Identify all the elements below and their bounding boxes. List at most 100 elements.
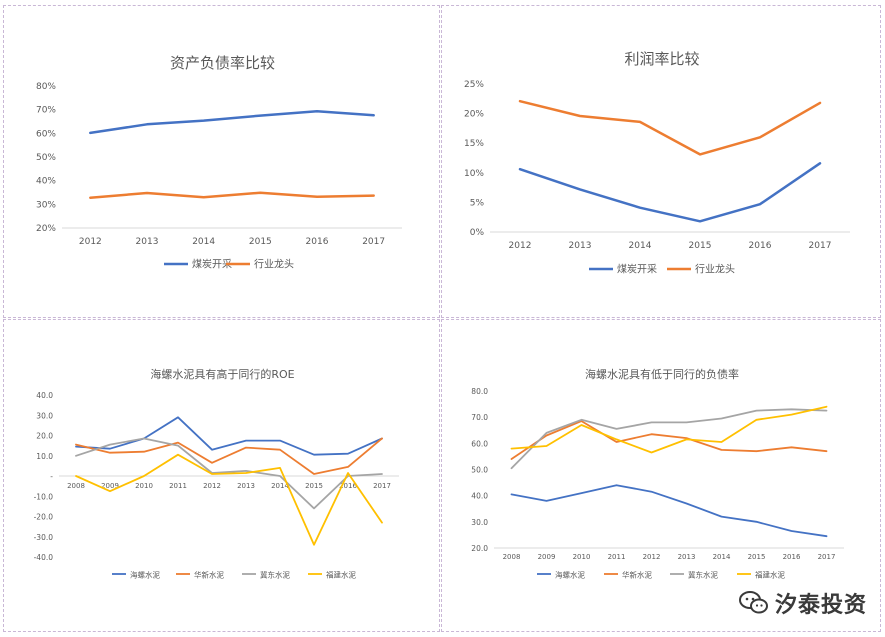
x-tick-label: 2012 xyxy=(203,482,221,490)
series-line-2 xyxy=(75,437,383,475)
watermark-text: 汐泰投资 xyxy=(774,593,867,618)
watermark: 汐泰投资 xyxy=(738,587,867,619)
y-tick-label: 70% xyxy=(36,106,56,116)
chart-panel-profit-margin: 利润率比较 0% 5% 10% 15% 20% 25% 2012 2013 2014 2015 201… xyxy=(441,5,881,318)
legend-label: 冀东水泥 xyxy=(260,570,290,580)
y-tick-label: -40.0 xyxy=(34,553,54,562)
y-tick-label: - xyxy=(50,472,53,481)
y-tick-label: 25% xyxy=(464,80,484,90)
x-tick-label: 2015 xyxy=(305,482,323,490)
y-tick-label: 70.0 xyxy=(471,413,488,422)
x-tick-label: 2016 xyxy=(749,241,772,251)
x-tick-label: 2011 xyxy=(169,482,187,490)
series-line-2 xyxy=(510,420,828,460)
y-tick-label: 40.0 xyxy=(471,492,488,501)
wechat-icon xyxy=(738,591,768,614)
x-tick-label: 2014 xyxy=(713,553,731,561)
chart-svg-roe: 海螺水泥具有高于同行的ROE-40.0-30.0-20.0-10.0-10.02… xyxy=(34,367,399,580)
chart-svg-cement-debt: 海螺水泥具有低于同行的负债率 20.0 30.0 40.0 50.0 60.0 70.0 80… xyxy=(471,367,844,580)
y-tick-label: 20.0 xyxy=(471,544,488,553)
y-tick-label: 15% xyxy=(464,139,484,149)
series-line-1 xyxy=(518,162,822,223)
x-tick-label: 2017 xyxy=(362,237,385,247)
x-tick-label: 2016 xyxy=(306,237,329,247)
y-tick-label: 20% xyxy=(464,110,484,120)
y-tick-label: 60% xyxy=(36,129,56,139)
x-tick-label: 2008 xyxy=(67,482,85,490)
x-tick-label: 2014 xyxy=(192,237,215,247)
x-tick-label: 2017 xyxy=(809,241,832,251)
y-tick-label: 10.0 xyxy=(36,452,53,461)
series-line-3 xyxy=(75,437,383,510)
x-tick-label: 2009 xyxy=(101,482,119,490)
x-tick-label: 2013 xyxy=(237,482,255,490)
x-tick-label: 2013 xyxy=(136,237,159,247)
chart-title: 海螺水泥具有高于同行的ROE xyxy=(150,367,294,381)
legend-label: 行业龙头 xyxy=(254,258,294,271)
legend-label: 海螺水泥 xyxy=(555,570,585,580)
legend-label: 福建水泥 xyxy=(755,570,785,580)
y-tick-label: 5% xyxy=(470,198,485,208)
legend-label: 冀东水泥 xyxy=(688,570,718,580)
x-tick-label: 2017 xyxy=(373,482,391,490)
y-tick-label: 80.0 xyxy=(471,387,488,396)
series-line-2 xyxy=(89,191,375,199)
y-tick-label: 80% xyxy=(36,82,56,92)
y-tick-label: 20% xyxy=(36,224,56,234)
legend-label: 煤炭开采 xyxy=(192,258,232,271)
x-tick-label: 2015 xyxy=(748,553,766,561)
y-tick-label: 20.0 xyxy=(36,432,53,441)
x-tick-label: 2014 xyxy=(629,241,652,251)
series-line-4 xyxy=(510,405,828,454)
legend-label: 福建水泥 xyxy=(326,570,356,580)
series-line-2 xyxy=(518,99,822,156)
chart-title: 利润率比较 xyxy=(624,50,699,68)
series-line-1 xyxy=(510,484,828,538)
y-tick-label: -30.0 xyxy=(34,533,54,542)
x-tick-label: 2013 xyxy=(678,553,696,561)
y-tick-label: 40% xyxy=(36,177,56,187)
x-tick-label: 2015 xyxy=(249,237,272,247)
legend-label: 煤炭开采 xyxy=(617,263,657,276)
x-tick-label: 2009 xyxy=(538,553,556,561)
y-tick-label: 50% xyxy=(36,153,56,163)
chart-panel-roe: 海螺水泥具有高于同行的ROE -40.0 -30.0 -20.0 -10.0-10.0 2… xyxy=(3,319,440,632)
x-tick-label: 2016 xyxy=(783,553,801,561)
legend-label: 华新水泥 xyxy=(194,570,224,580)
legend-label: 华新水泥 xyxy=(622,570,652,580)
chart-panel-debt-ratio: 资产负债率比较 20% 30% 40% 50% 60% 70% 80% 2012 2013 2014… xyxy=(3,5,440,318)
y-tick-label: 30.0 xyxy=(36,411,53,420)
x-tick-label: 2017 xyxy=(818,553,836,561)
x-tick-label: 2008 xyxy=(503,553,521,561)
chart-title: 资产负债率比较 xyxy=(170,54,275,72)
x-tick-label: 2015 xyxy=(689,241,712,251)
series-line-1 xyxy=(75,416,383,456)
y-tick-label: -10.0 xyxy=(34,492,54,501)
x-tick-label: 2012 xyxy=(79,237,102,247)
chart-panel-cement-debt: 海螺水泥具有低于同行的负债率 20.0 30.0 40.0 50.0 60.0 70.0 80… xyxy=(441,319,881,632)
x-tick-label: 2014 xyxy=(271,482,289,490)
x-tick-label: 2016 xyxy=(339,482,357,490)
series-line-1 xyxy=(89,110,375,135)
y-tick-label: 30.0 xyxy=(471,518,488,527)
x-tick-label: 2012 xyxy=(643,553,661,561)
x-tick-label: 2011 xyxy=(608,553,626,561)
legend-label: 行业龙头 xyxy=(695,263,735,276)
y-tick-label: 40.0 xyxy=(36,391,53,400)
x-tick-label: 2010 xyxy=(573,553,591,561)
chart-title: 海螺水泥具有低于同行的负债率 xyxy=(585,367,739,381)
y-tick-label: 0% xyxy=(470,228,485,238)
series-line-3 xyxy=(510,408,828,470)
y-tick-label: 10% xyxy=(464,169,484,179)
x-tick-label: 2010 xyxy=(135,482,153,490)
chart-svg-profit-margin: 利润率比较 0% 5% 10% 15% 20% 25% 2012 2013 2014 2015 201… xyxy=(464,50,850,276)
y-tick-label: 30% xyxy=(36,200,56,210)
series-line-4 xyxy=(75,453,383,546)
y-tick-label: 50.0 xyxy=(471,466,488,475)
x-tick-label: 2013 xyxy=(569,241,592,251)
y-tick-label: 60.0 xyxy=(471,439,488,448)
chart-svg-debt-ratio: 资产负债率比较 20% 30% 40% 50% 60% 70% 80% 2012 2013 2014… xyxy=(36,54,402,271)
x-tick-label: 2012 xyxy=(509,241,532,251)
y-tick-label: -20.0 xyxy=(34,513,54,522)
